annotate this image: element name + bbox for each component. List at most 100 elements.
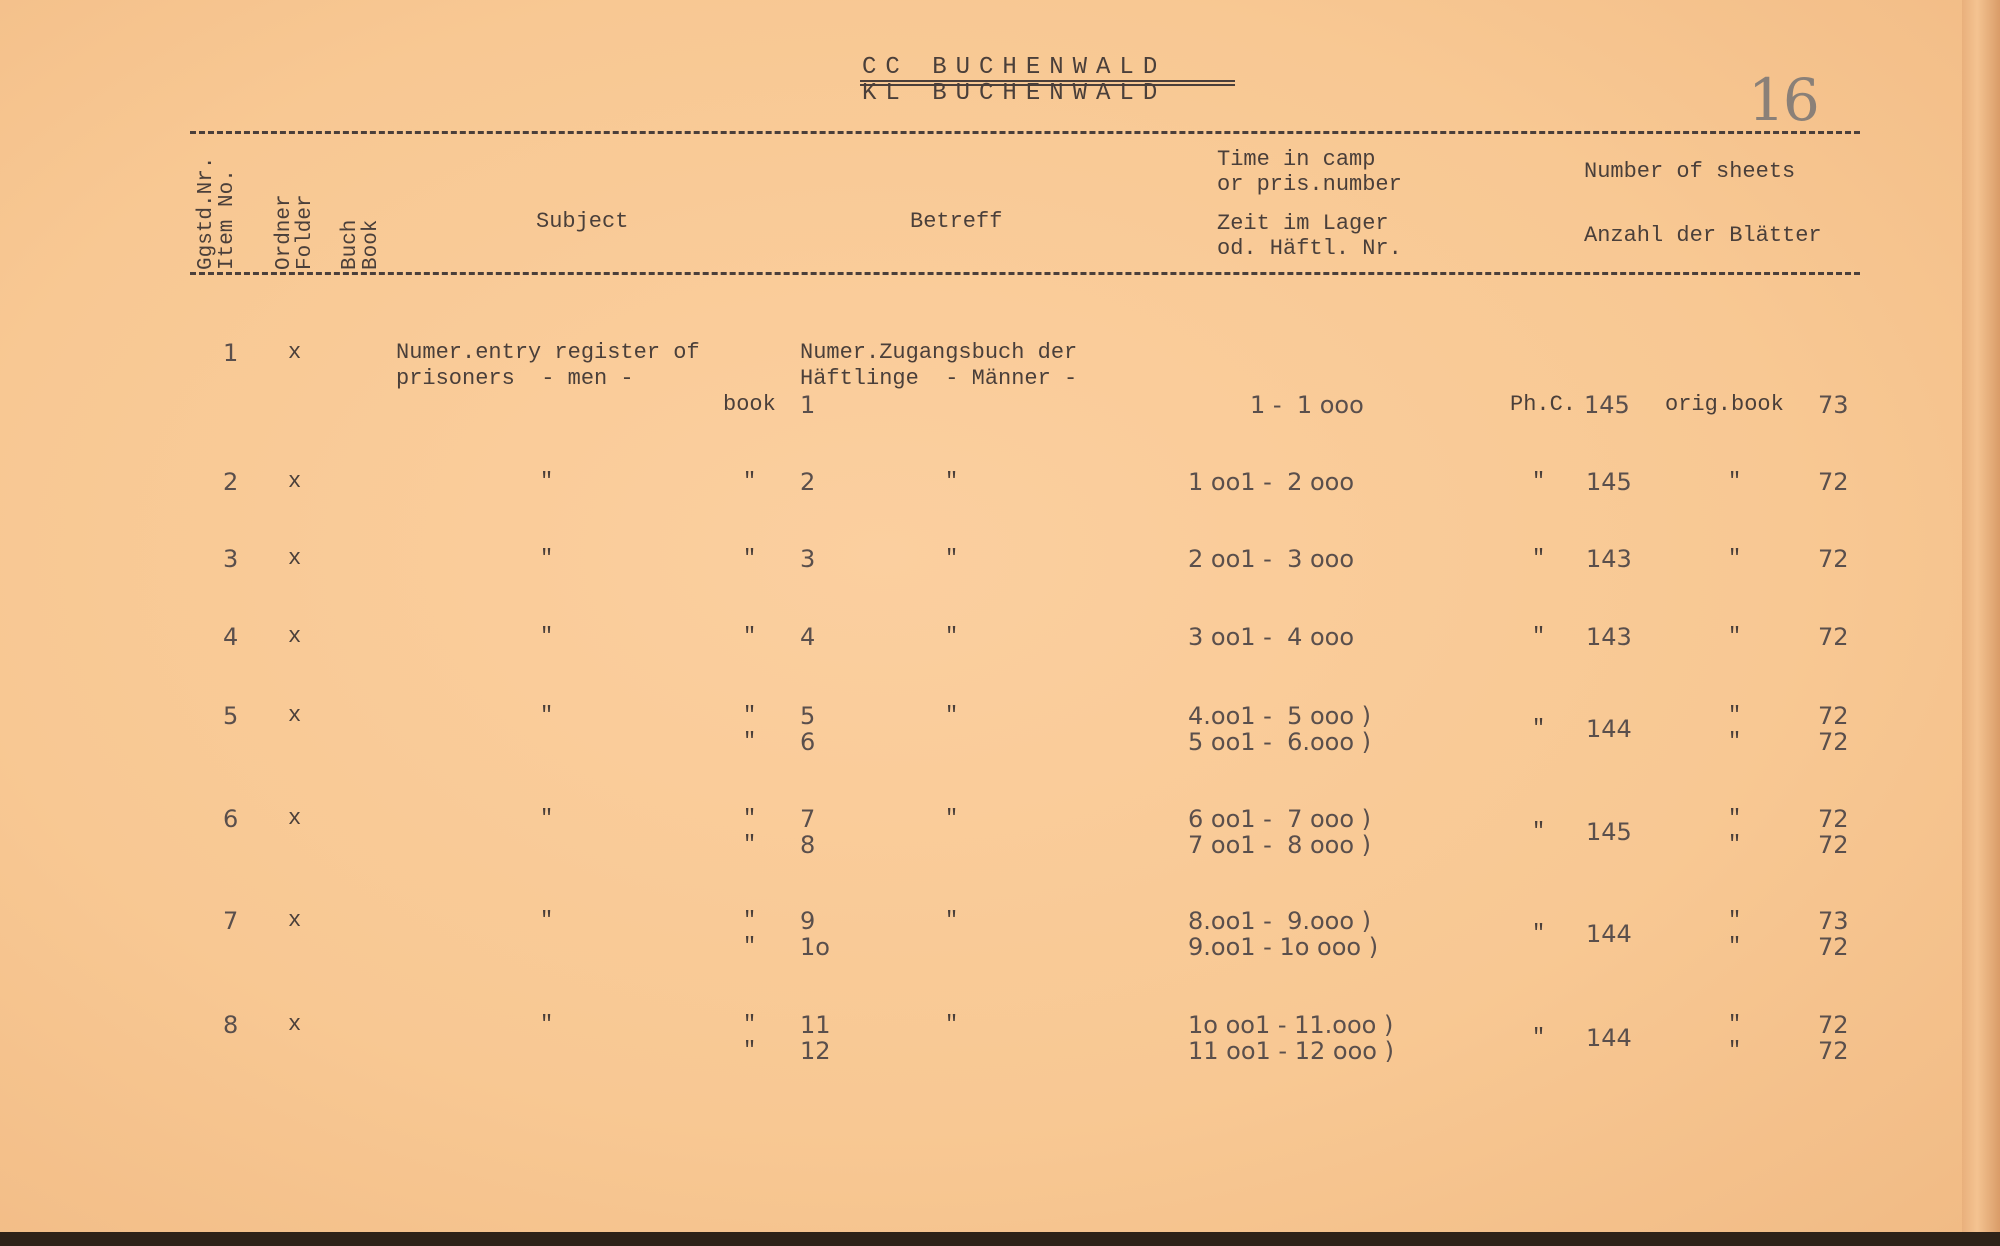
row-book-number: 8 (800, 831, 816, 859)
column-header-time-de-1: Zeit im Lager (1217, 211, 1389, 236)
book-en: Book (360, 219, 383, 270)
column-header-time-en-1: Time in camp (1217, 147, 1376, 172)
row-book-ditto: " (743, 934, 757, 959)
row-book-number: 5 (800, 702, 816, 730)
row-orig-sheets: 72 (1818, 545, 1849, 573)
row-folder-mark: x (288, 546, 302, 571)
row-orig-ditto: " (1728, 624, 1742, 649)
row-photocopy-sheets: 145 (1586, 468, 1632, 496)
row-orig-label: orig.book (1665, 392, 1784, 417)
row-orig-sheets: 72 (1818, 1011, 1849, 1039)
folder-de: Ordner (273, 194, 296, 270)
row-subject-ditto: " (540, 806, 554, 831)
row-photocopy-ditto: " (1532, 921, 1546, 946)
row-subject-ditto: " (540, 908, 554, 933)
row-item-number: 7 (223, 907, 239, 935)
row-number-range: 1o oo1 - 11.ooo ) (1188, 1011, 1394, 1039)
row-betreff-ditto: " (945, 624, 959, 649)
row-number-range: 1 oo1 - 2 ooo (1188, 468, 1355, 496)
row-item-number: 4 (223, 623, 239, 651)
column-header-sheets-en: Number of sheets (1584, 159, 1796, 184)
row-number-range: 5 oo1 - 6.ooo ) (1188, 728, 1372, 756)
row-item-number: 3 (223, 545, 239, 573)
row-photocopy-sheets: 145 (1586, 818, 1632, 846)
row-betreff-ditto: " (945, 469, 959, 494)
row-number-range: 9.oo1 - 1o ooo ) (1188, 933, 1379, 961)
row-orig-sheets: 72 (1818, 805, 1849, 833)
row-book-ditto: " (743, 806, 757, 831)
row-book-ditto: " (743, 624, 757, 649)
row-orig-sheets: 72 (1818, 702, 1849, 730)
row-photocopy-ditto: " (1532, 624, 1546, 649)
row-number-range: 3 oo1 - 4 ooo (1188, 623, 1355, 651)
page-edge (1962, 0, 2000, 1232)
row-orig-sheets: 72 (1818, 933, 1849, 961)
page-number: 16 (1748, 66, 1820, 134)
row-orig-ditto: " (1728, 806, 1742, 831)
row-photocopy-ditto: " (1532, 716, 1546, 741)
row-book-ditto: " (743, 729, 757, 754)
row-orig-sheets: 72 (1818, 728, 1849, 756)
row-orig-ditto: " (1728, 934, 1742, 959)
column-header-folder: Ordner Folder (273, 170, 317, 270)
scan-border (0, 1232, 2000, 1246)
title-line-2: KL BUCHENWALD (862, 80, 1167, 107)
row-number-range: 11 oo1 - 12 ooo ) (1188, 1037, 1394, 1065)
row-orig-ditto: " (1728, 1012, 1742, 1037)
column-header-sheets-de: Anzahl der Blätter (1584, 223, 1822, 248)
title-underline (860, 84, 1235, 86)
row-photocopy-sheets: 143 (1586, 545, 1632, 573)
item-de: Ggstd.Nr. (195, 156, 218, 270)
header-top-rule (190, 131, 1860, 134)
column-header-time-en-2: or pris.number (1217, 172, 1402, 197)
row-book-number: 9 (800, 907, 816, 935)
row-book-ditto: " (743, 1038, 757, 1063)
row-betreff: Numer.Zugangsbuch der (800, 340, 1078, 365)
row-subject: prisoners - men - (396, 366, 634, 391)
row-betreff: Häftlinge - Männer - (800, 366, 1078, 391)
row-photocopy-ditto: " (1532, 469, 1546, 494)
row-photocopy-sheets: 144 (1586, 1024, 1632, 1052)
row-photocopy-sheets: 144 (1586, 920, 1632, 948)
row-orig-ditto: " (1728, 469, 1742, 494)
document-page (0, 0, 1966, 1232)
title-underline (860, 80, 1235, 82)
row-number-range: 8.oo1 - 9.ooo ) (1188, 907, 1372, 935)
row-number-range: 4.oo1 - 5 ooo ) (1188, 702, 1372, 730)
row-folder-mark: x (288, 908, 302, 933)
row-folder-mark: x (288, 469, 302, 494)
row-book-ditto: " (743, 832, 757, 857)
row-book-number: 1o (800, 933, 830, 961)
row-orig-sheets: 73 (1818, 907, 1849, 935)
row-orig-sheets: 73 (1818, 391, 1849, 419)
row-subject-ditto: " (540, 703, 554, 728)
row-book-ditto: " (743, 703, 757, 728)
row-subject-ditto: " (540, 469, 554, 494)
row-number-range: 1 - 1 ooo (1250, 391, 1364, 419)
row-orig-sheets: 72 (1818, 623, 1849, 651)
row-betreff-ditto: " (945, 806, 959, 831)
row-subject: Numer.entry register of (396, 340, 700, 365)
row-book-ditto: " (743, 469, 757, 494)
row-book-number: 3 (800, 545, 816, 573)
row-orig-sheets: 72 (1818, 468, 1849, 496)
row-book-ditto: " (743, 1012, 757, 1037)
row-number-range: 2 oo1 - 3 ooo (1188, 545, 1355, 573)
folder-en: Folder (294, 194, 317, 270)
row-orig-ditto: " (1728, 703, 1742, 728)
row-orig-ditto: " (1728, 729, 1742, 754)
row-orig-sheets: 72 (1818, 831, 1849, 859)
row-subject-ditto: " (540, 546, 554, 571)
book-de: Buch (339, 219, 362, 270)
title-line-1: CC BUCHENWALD (862, 54, 1167, 81)
row-folder-mark: x (288, 340, 302, 365)
row-item-number: 2 (223, 468, 239, 496)
item-en: Item No. (216, 169, 239, 270)
row-photocopy-sheets: 145 (1584, 391, 1630, 419)
row-book-number: 12 (800, 1037, 831, 1065)
row-number-range: 7 oo1 - 8 ooo ) (1188, 831, 1372, 859)
column-header-item: Ggstd.Nr. Item No. (195, 134, 239, 270)
row-photocopy-ditto: " (1532, 546, 1546, 571)
row-orig-ditto: " (1728, 832, 1742, 857)
header-bottom-rule (190, 272, 1860, 275)
